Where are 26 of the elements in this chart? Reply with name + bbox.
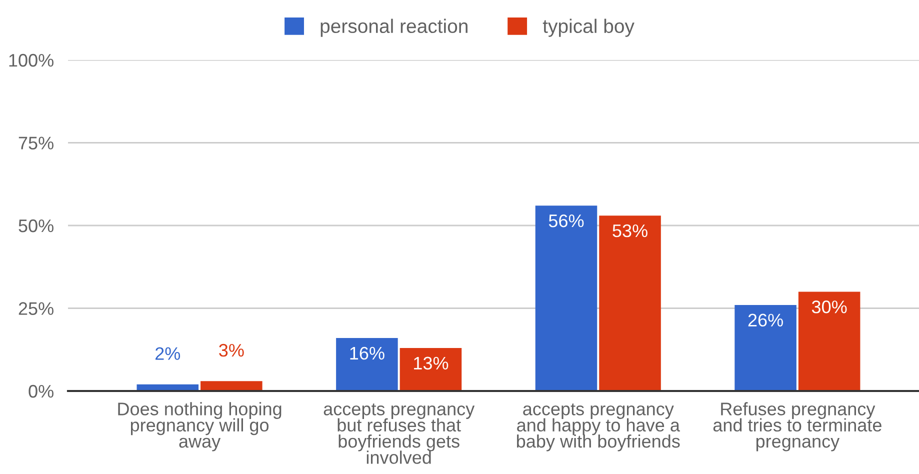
bar [535,206,598,391]
y-tick-label: 75% [18,136,54,150]
y-tick-label: 50% [18,219,54,232]
bar [798,292,860,391]
data-label: 56% [548,214,584,228]
bar [336,338,398,391]
x-tick-label: accepts pregnancy but refuses that boyfriends gets involved [324,404,475,464]
x-tick-label: accepts pregnancy and happy to have a baby with boyfriends [517,404,680,452]
legend-label: typical boy [542,18,634,37]
y-tick-label: 0% [28,384,54,398]
data-label: 53% [612,224,648,238]
bar [599,216,661,391]
x-tick-label: Does nothing hoping pregnancy will go away [118,402,282,452]
bar [400,348,462,391]
bar [200,381,262,391]
data-label: 16% [350,346,384,360]
data-label: 2% [156,347,180,360]
x-tick-label: Refuses pregnancy and tries to terminate pregnancy [713,402,882,452]
legend-label: personal reaction [320,18,468,37]
data-label: 30% [812,300,847,314]
y-tick-label: 25% [18,302,54,315]
y-tick-label: 100% [9,54,54,67]
data-label: 3% [219,344,244,357]
data-label: 13% [414,356,448,370]
bar [734,304,796,391]
data-label: 26% [748,314,783,327]
